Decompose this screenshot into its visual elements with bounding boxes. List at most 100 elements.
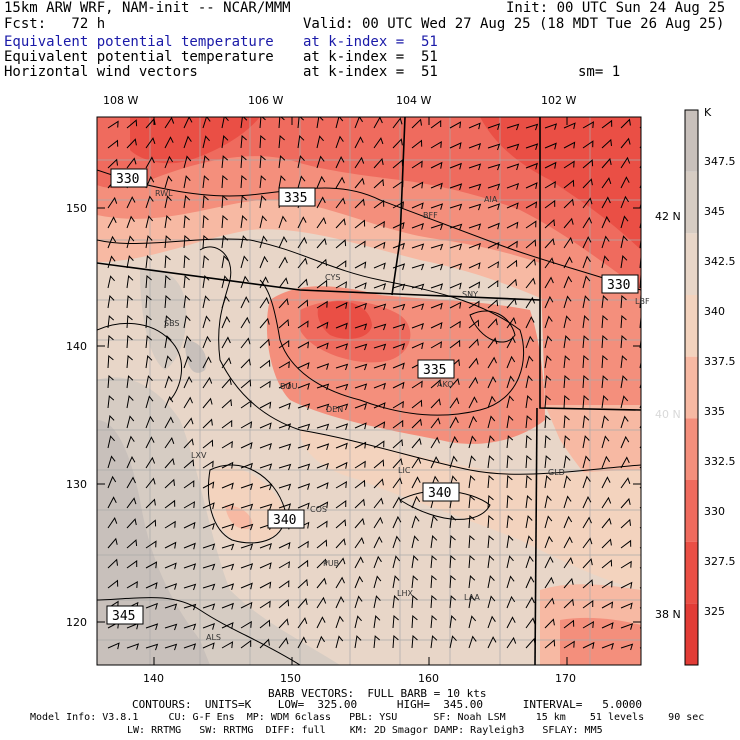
wind-barb — [544, 535, 553, 549]
wind-barb — [297, 463, 311, 471]
wind-barb — [487, 337, 498, 349]
wind-barb — [544, 238, 555, 249]
wind-barb — [601, 354, 608, 369]
wind-barb — [506, 182, 520, 190]
wind-barb — [620, 294, 627, 309]
wind-barb — [297, 423, 311, 431]
wind-barb — [411, 535, 419, 549]
wind-barb — [354, 595, 363, 609]
wind-barb — [430, 379, 442, 389]
colorbar-segment — [685, 295, 698, 357]
wind-barb — [411, 283, 425, 291]
wind-barb — [392, 117, 403, 129]
wind-barb — [107, 334, 114, 349]
wind-barb — [525, 162, 538, 170]
plot-frame — [96, 116, 642, 666]
wind-barb — [373, 343, 387, 351]
wind-barb — [392, 283, 406, 291]
wind-barb — [316, 135, 324, 149]
wind-barb — [164, 562, 177, 570]
wind-barb — [202, 214, 209, 229]
wind-barb — [221, 482, 234, 490]
wind-barb — [183, 542, 196, 550]
wind-barb — [335, 461, 348, 469]
wind-barb — [335, 301, 348, 309]
wind-barb — [582, 394, 589, 409]
wind-barb — [506, 317, 517, 329]
wind-barb — [335, 155, 345, 169]
wind-barb — [620, 195, 630, 209]
wind-barb — [126, 560, 138, 569]
wind-barb — [468, 534, 475, 549]
wind-barb — [544, 335, 553, 349]
colorbar-label: 347.5 — [704, 155, 736, 168]
wind-barb — [373, 199, 385, 209]
wind-barb — [183, 275, 190, 289]
wind-barb — [620, 395, 629, 409]
wind-barb — [240, 117, 248, 129]
wind-barb — [373, 536, 383, 549]
wind-barb — [468, 514, 475, 529]
wind-barb — [544, 218, 555, 229]
wind-barb — [221, 602, 234, 610]
wind-barb — [240, 379, 252, 389]
wind-barb — [145, 156, 155, 169]
wind-barb — [221, 295, 230, 309]
wind-barb — [373, 178, 384, 189]
wind-barb — [620, 375, 628, 389]
wind-barb — [145, 274, 152, 289]
wind-barb — [620, 176, 630, 189]
wind-barb — [278, 360, 290, 369]
wind-barb — [525, 495, 533, 509]
model-info-line1: Model Info: V3.8.1 CU: G-F Ens MP: WDM 6… — [30, 712, 705, 723]
wind-barb — [563, 557, 574, 569]
wind-barb — [449, 377, 460, 389]
wind-barb — [582, 415, 590, 429]
wind-barb — [430, 635, 438, 649]
wind-barb — [449, 203, 463, 211]
y-tick-label: 150 — [66, 202, 87, 215]
wind-barb — [411, 555, 419, 569]
wind-barb — [582, 236, 592, 249]
wind-barbs — [107, 117, 641, 651]
wind-barb — [582, 641, 595, 649]
wind-barb — [164, 541, 177, 549]
wind-barb — [316, 635, 326, 649]
wind-barb — [354, 635, 362, 649]
wind-barb — [392, 555, 401, 569]
wind-barb — [221, 315, 231, 329]
wind-barb — [411, 263, 425, 271]
x-tick-label: 170 — [555, 672, 576, 685]
wind-barb — [126, 157, 137, 169]
wind-barb — [392, 634, 399, 649]
wind-barb — [221, 398, 232, 409]
wind-barb — [183, 501, 195, 509]
wind-barb — [240, 620, 252, 629]
wind-barb — [278, 483, 292, 491]
wind-barb — [183, 315, 191, 329]
wind-barb — [354, 363, 368, 371]
wind-barb — [183, 335, 192, 349]
wind-barb — [297, 278, 308, 289]
wind-barb — [620, 118, 631, 129]
wind-barb — [544, 375, 552, 389]
lon-label: 108 W — [103, 94, 138, 107]
wind-barb — [126, 215, 135, 229]
contour-label-box — [267, 509, 305, 529]
wind-barb — [278, 402, 291, 410]
wind-barb — [392, 343, 406, 350]
wind-barb — [354, 136, 364, 149]
wind-barb — [335, 197, 346, 209]
wind-barb — [240, 582, 253, 590]
wind-barb — [506, 454, 513, 469]
contour-label: 345 — [112, 609, 135, 624]
city-label: LXV — [191, 451, 207, 460]
wind-barb — [563, 355, 571, 369]
wind-barb — [164, 416, 174, 429]
wind-barb — [620, 456, 630, 469]
wind-barb — [563, 414, 570, 429]
wind-barb — [487, 615, 496, 629]
wind-barb — [164, 117, 175, 129]
wind-barb — [145, 643, 159, 651]
wind-barb — [297, 155, 305, 169]
